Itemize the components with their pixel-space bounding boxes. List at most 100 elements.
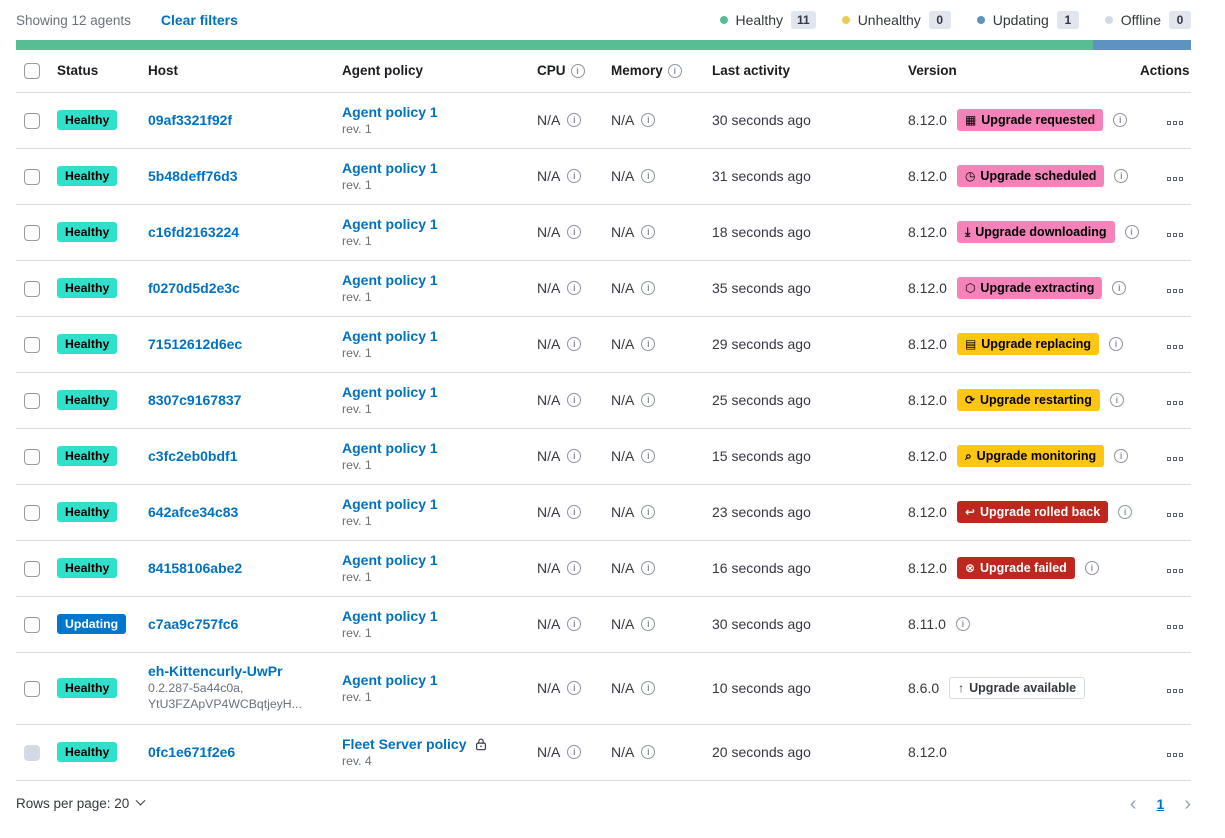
agent-policy-link[interactable]: Agent policy 1: [342, 160, 438, 176]
col-cpu[interactable]: CPU: [537, 63, 566, 79]
host-link[interactable]: 71512612d6ec: [148, 336, 243, 352]
version-info-icon[interactable]: i: [1109, 393, 1124, 407]
row-actions-button[interactable]: [1167, 569, 1183, 573]
agent-policy-link[interactable]: Agent policy 1: [342, 552, 438, 568]
agent-policy-link[interactable]: Agent policy 1: [342, 216, 438, 232]
agent-policy-link[interactable]: Agent policy 1: [342, 272, 438, 288]
row-actions-button[interactable]: [1167, 625, 1183, 629]
version-info-icon[interactable]: i: [1114, 449, 1129, 463]
row-actions-button[interactable]: [1167, 233, 1183, 237]
agent-policy-link[interactable]: Agent policy 1: [342, 608, 438, 624]
cpu-tooltip-icon[interactable]: i: [567, 449, 582, 463]
version-info-icon[interactable]: i: [1124, 225, 1139, 239]
status-dot-icon: [1104, 16, 1113, 24]
cpu-info-icon[interactable]: i: [570, 63, 585, 78]
col-version[interactable]: Version: [908, 63, 957, 79]
host-link[interactable]: c7aa9c757fc6: [148, 616, 239, 632]
row-actions-button[interactable]: [1167, 345, 1183, 349]
memory-tooltip-icon[interactable]: i: [641, 617, 656, 631]
row-checkbox[interactable]: [24, 560, 40, 577]
memory-tooltip-icon[interactable]: i: [641, 169, 656, 183]
agent-version: 8.12.0: [908, 112, 947, 128]
row-checkbox[interactable]: [24, 504, 40, 521]
row-checkbox[interactable]: [24, 112, 40, 129]
cpu-tooltip-icon[interactable]: i: [567, 225, 582, 239]
memory-tooltip-icon[interactable]: i: [641, 113, 656, 127]
row-actions-button[interactable]: [1167, 753, 1183, 757]
memory-tooltip-icon[interactable]: i: [641, 281, 656, 295]
memory-info-icon[interactable]: i: [667, 63, 682, 78]
upgrade-label: Upgrade requested: [981, 113, 1096, 127]
agent-policy-link[interactable]: Agent policy 1: [342, 672, 438, 688]
row-checkbox[interactable]: [24, 336, 40, 353]
page-number-1[interactable]: 1: [1156, 795, 1165, 812]
rows-per-page-button[interactable]: Rows per page: 20: [16, 795, 146, 811]
version-info-icon[interactable]: i: [1084, 561, 1099, 575]
row-actions-button[interactable]: [1167, 401, 1183, 405]
status-badge: Updating: [57, 614, 127, 634]
row-checkbox[interactable]: [24, 280, 40, 297]
memory-tooltip-icon[interactable]: i: [641, 393, 656, 407]
host-link[interactable]: 84158106abe2: [148, 560, 243, 576]
row-actions-button[interactable]: [1167, 177, 1183, 181]
col-last-activity[interactable]: Last activity: [712, 63, 791, 79]
row-actions-button[interactable]: [1167, 121, 1183, 125]
select-all-checkbox[interactable]: [24, 62, 40, 79]
host-link[interactable]: 8307c9167837: [148, 392, 242, 408]
cpu-tooltip-icon[interactable]: i: [567, 745, 582, 759]
cpu-tooltip-icon[interactable]: i: [567, 561, 582, 575]
cpu-tooltip-icon[interactable]: i: [567, 113, 582, 127]
version-info-icon[interactable]: i: [955, 617, 970, 631]
agent-policy-link[interactable]: Agent policy 1: [342, 496, 438, 512]
row-checkbox[interactable]: [24, 392, 40, 409]
cpu-tooltip-icon[interactable]: i: [567, 393, 582, 407]
agent-policy-link[interactable]: Fleet Server policy: [342, 736, 467, 752]
memory-tooltip-icon[interactable]: i: [641, 745, 656, 759]
row-actions-button[interactable]: [1167, 689, 1183, 693]
cpu-tooltip-icon[interactable]: i: [567, 169, 582, 183]
memory-tooltip-icon[interactable]: i: [641, 505, 656, 519]
memory-tooltip-icon[interactable]: i: [641, 681, 656, 695]
version-info-icon[interactable]: i: [1118, 505, 1133, 519]
memory-tooltip-icon[interactable]: i: [641, 449, 656, 463]
cpu-tooltip-icon[interactable]: i: [567, 281, 582, 295]
row-checkbox[interactable]: [24, 448, 40, 465]
agent-policy-link[interactable]: Agent policy 1: [342, 328, 438, 344]
col-agent-policy[interactable]: Agent policy: [342, 63, 424, 79]
row-checkbox[interactable]: [24, 616, 40, 633]
row-actions-button[interactable]: [1167, 513, 1183, 517]
row-checkbox[interactable]: [24, 168, 40, 185]
host-link[interactable]: 0fc1e671f2e6: [148, 744, 236, 760]
row-actions-button[interactable]: [1167, 457, 1183, 461]
next-page-button[interactable]: ›: [1184, 792, 1191, 815]
col-host[interactable]: Host: [148, 63, 178, 79]
cpu-tooltip-icon[interactable]: i: [567, 337, 582, 351]
version-info-icon[interactable]: i: [1114, 169, 1129, 183]
host-link[interactable]: c3fc2eb0bdf1: [148, 448, 238, 464]
row-actions-button[interactable]: [1167, 289, 1183, 293]
col-status[interactable]: Status: [57, 63, 99, 79]
memory-tooltip-icon[interactable]: i: [641, 561, 656, 575]
row-checkbox[interactable]: [24, 224, 40, 241]
version-info-icon[interactable]: i: [1113, 113, 1128, 127]
memory-tooltip-icon[interactable]: i: [641, 225, 656, 239]
agent-policy-link[interactable]: Agent policy 1: [342, 440, 438, 456]
cpu-tooltip-icon[interactable]: i: [567, 681, 582, 695]
cpu-tooltip-icon[interactable]: i: [567, 505, 582, 519]
agent-policy-link[interactable]: Agent policy 1: [342, 104, 438, 120]
host-link[interactable]: 09af3321f92f: [148, 112, 233, 128]
cpu-tooltip-icon[interactable]: i: [567, 617, 582, 631]
host-link[interactable]: c16fd2163224: [148, 224, 240, 240]
col-memory[interactable]: Memory: [611, 63, 663, 79]
prev-page-button[interactable]: ‹: [1129, 792, 1137, 815]
clear-filters-link[interactable]: Clear filters: [160, 12, 238, 28]
agent-policy-link[interactable]: Agent policy 1: [342, 384, 438, 400]
host-link[interactable]: f0270d5d2e3c: [148, 280, 240, 296]
host-link[interactable]: 642afce34c83: [148, 504, 239, 520]
version-info-icon[interactable]: i: [1112, 281, 1127, 295]
memory-tooltip-icon[interactable]: i: [641, 337, 656, 351]
host-link[interactable]: eh-Kittencurly-UwPr: [148, 663, 283, 680]
version-info-icon[interactable]: i: [1109, 337, 1124, 351]
host-link[interactable]: 5b48deff76d3: [148, 168, 238, 184]
row-checkbox[interactable]: [24, 680, 40, 697]
